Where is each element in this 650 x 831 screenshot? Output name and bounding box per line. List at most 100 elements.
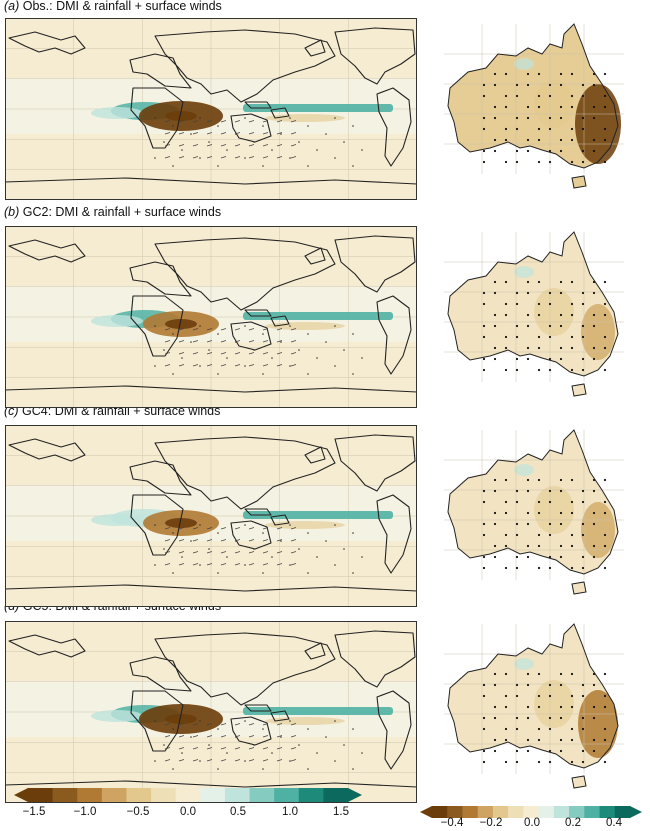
atlantic-anomaly: [91, 710, 143, 722]
coastline: [270, 315, 290, 327]
panel-b-letter: (b): [4, 205, 20, 219]
significance-dot: [515, 149, 519, 153]
coastline: [129, 460, 192, 496]
significance-dot: [570, 672, 574, 676]
significance-dot: [190, 133, 192, 135]
global-colorbar-tick: −0.5: [126, 806, 150, 818]
colorbar-segment: [175, 788, 201, 802]
significance-dot: [526, 749, 530, 753]
wind-arrow: [262, 723, 269, 726]
significance-dot: [559, 83, 563, 87]
wind-arrow: [248, 352, 255, 355]
significance-dot: [334, 157, 336, 159]
wind-arrow: [220, 747, 227, 750]
significance-dot: [515, 357, 519, 361]
significance-dot: [603, 105, 607, 109]
significance-dot: [199, 365, 201, 367]
wind-arrow: [220, 759, 227, 762]
significance-dot: [570, 160, 574, 164]
wind-arrow: [276, 340, 283, 343]
significance-dot: [217, 125, 219, 127]
wind-arrow: [206, 551, 213, 554]
significance-dot: [493, 116, 497, 120]
coastline: [270, 710, 290, 722]
significance-dot: [325, 133, 327, 135]
significance-dot: [154, 564, 156, 566]
wind-arrow: [206, 156, 213, 159]
significance-dot: [289, 117, 291, 119]
significance-dot: [208, 744, 210, 746]
significance-dot: [526, 716, 530, 720]
global-colorbar: [14, 788, 362, 802]
significance-dot: [307, 333, 309, 335]
panel-a-title: (a) Obs.: DMI & rainfall + surface winds: [4, 0, 222, 13]
significance-dot: [559, 478, 563, 482]
significance-dot: [482, 116, 486, 120]
significance-dot: [592, 738, 596, 742]
significance-dot: [603, 127, 607, 131]
significance-dot: [603, 566, 607, 570]
significance-dot: [537, 566, 541, 570]
significance-dot: [244, 365, 246, 367]
wind-arrow: [262, 144, 269, 147]
wind-arrow: [220, 551, 227, 554]
significance-dot: [307, 728, 309, 730]
significance-dot: [548, 160, 552, 164]
australia-land: [448, 232, 618, 376]
significance-dot: [172, 572, 174, 574]
significance-dot: [493, 83, 497, 87]
tasmania: [571, 581, 587, 595]
coastline: [5, 385, 417, 408]
coastline: [130, 295, 184, 357]
interior-anomaly: [534, 486, 574, 534]
coastline: [129, 53, 192, 89]
wind-arrow: [206, 759, 213, 762]
significance-dot: [559, 749, 563, 753]
significance-dot: [361, 752, 363, 754]
wind-arrow: [206, 747, 213, 750]
significance-dot: [280, 540, 282, 542]
significance-dot: [504, 705, 508, 709]
significance-dot: [515, 324, 519, 328]
significance-dot: [482, 160, 486, 164]
significance-dot: [526, 324, 530, 328]
colorbar-segment: [462, 806, 478, 818]
coastline: [304, 446, 326, 464]
significance-dot: [515, 749, 519, 753]
global-colorbar-tick: −1.0: [73, 806, 97, 818]
significance-dot: [361, 556, 363, 558]
significance-dot: [504, 544, 508, 548]
wind-arrow: [178, 527, 185, 530]
coastline: [129, 656, 192, 692]
significance-dot: [307, 165, 309, 167]
global-colorbar-ticks: −1.5 −1.0 −0.5 0.0 0.5 1.0 1.5: [14, 806, 362, 822]
wind-arrow: [248, 527, 255, 530]
significance-dot: [515, 127, 519, 131]
coastline: [334, 434, 416, 492]
wind-arrow: [248, 747, 255, 750]
significance-dot: [493, 522, 497, 526]
wind-arrow: [234, 539, 241, 542]
significance-dot: [592, 522, 596, 526]
significance-dot: [504, 302, 508, 306]
significance-dot: [515, 533, 519, 537]
significance-dot: [537, 760, 541, 764]
colorbar-high-arrow: [348, 788, 362, 802]
significance-dot: [298, 548, 300, 550]
significance-dot: [570, 138, 574, 142]
significance-dot: [515, 160, 519, 164]
wind-arrow: [164, 539, 171, 542]
significance-dot: [271, 752, 273, 754]
significance-dot: [548, 302, 552, 306]
east-indian-ocean-core: [165, 714, 197, 724]
significance-dot: [172, 373, 174, 375]
east-indian-ocean-core: [165, 518, 197, 528]
significance-dot: [592, 705, 596, 709]
australia-colorbar-tick: −0.4: [440, 817, 464, 829]
east-australia-anomaly: [581, 304, 615, 360]
significance-dot: [570, 280, 574, 284]
significance-dot: [592, 138, 596, 142]
significance-dot: [262, 125, 264, 127]
north-anomaly: [514, 658, 534, 670]
wind-arrow: [290, 340, 297, 343]
